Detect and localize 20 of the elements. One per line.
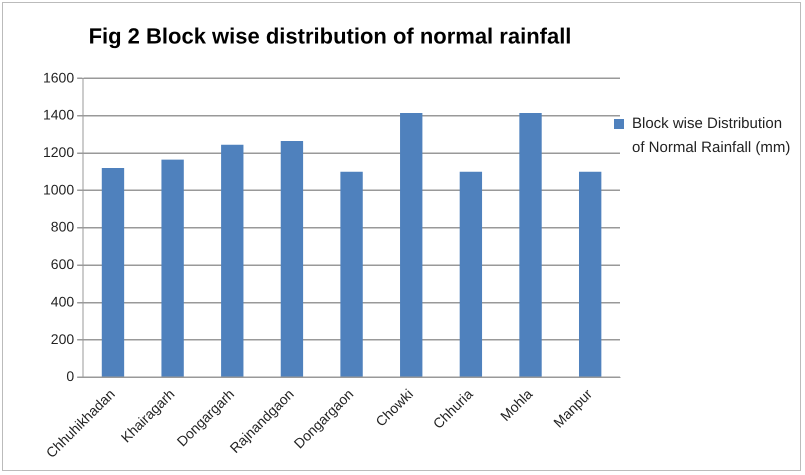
y-tick-label: 1400 bbox=[42, 106, 74, 123]
bar bbox=[578, 172, 602, 377]
bar bbox=[340, 172, 363, 377]
y-tick-label: 1000 bbox=[42, 181, 74, 198]
y-tick-label: 1200 bbox=[42, 144, 74, 160]
y-tick-label: 800 bbox=[50, 218, 74, 235]
y-tick-label: 1600 bbox=[42, 69, 74, 86]
chart-title: Fig 2 Block wise distribution of normal rainfall bbox=[88, 23, 572, 48]
bar bbox=[280, 140, 304, 377]
bar bbox=[102, 168, 124, 377]
legend-label: Block wise Distribution of Normal Rainfall (mm) bbox=[632, 114, 792, 158]
bar bbox=[161, 160, 184, 377]
y-tick-label: 600 bbox=[50, 256, 74, 272]
y-tick-label: 0 bbox=[66, 368, 74, 384]
y-tick-label: 400 bbox=[50, 293, 74, 310]
y-tick-label: 200 bbox=[50, 330, 74, 347]
bar bbox=[221, 144, 244, 377]
bar bbox=[460, 172, 482, 377]
bar bbox=[519, 112, 542, 377]
bar bbox=[400, 112, 422, 377]
